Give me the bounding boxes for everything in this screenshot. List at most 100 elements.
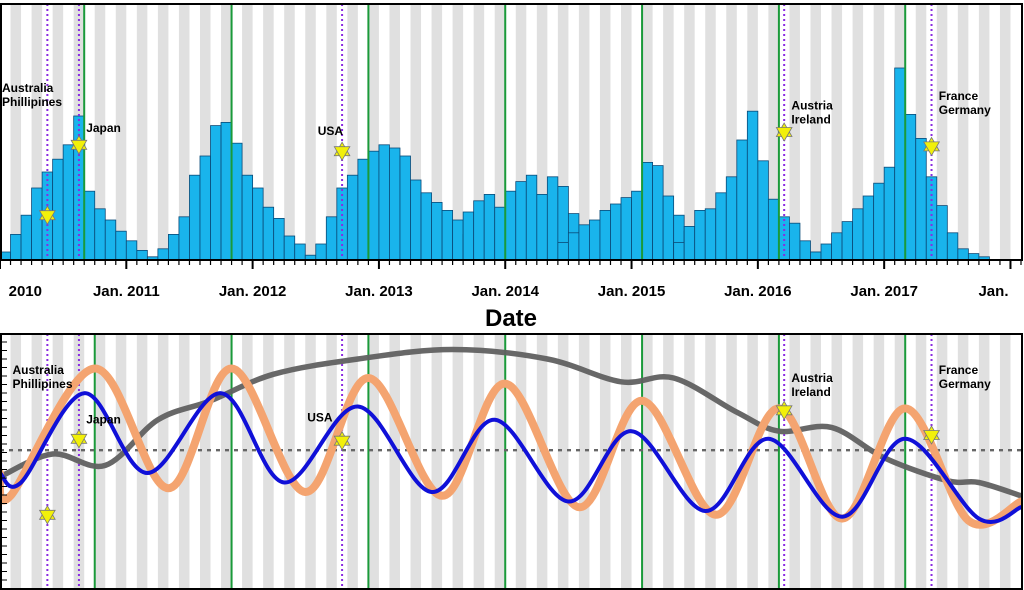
histogram-bar xyxy=(368,150,380,261)
top-stars xyxy=(38,122,941,225)
histogram-bar xyxy=(641,161,653,261)
annotation-line: Germany xyxy=(939,103,991,117)
country-annotation: Australia Phillipines xyxy=(2,81,62,109)
star-marker xyxy=(38,210,56,225)
x-axis-label: Date xyxy=(485,305,537,332)
histogram-bar xyxy=(767,198,780,261)
shade-band xyxy=(10,4,22,260)
top-vertical-lines xyxy=(46,4,933,260)
x-tick-label: Jan. 2015 xyxy=(598,283,666,300)
top-x-ticks: 2010 Jan. 2011 Jan. 2012 Jan. 2013 Jan. 2014… xyxy=(0,260,1022,300)
histogram-bar xyxy=(20,214,32,261)
histogram-bar xyxy=(662,195,675,261)
shade-band xyxy=(368,4,379,260)
shade-band xyxy=(599,4,611,260)
histogram-bar xyxy=(841,221,853,261)
shade-band xyxy=(494,4,506,260)
shade-band xyxy=(473,334,485,589)
country-annotation: Australia Phillipines xyxy=(13,363,73,391)
shade-band xyxy=(642,334,653,589)
shade-band xyxy=(452,4,464,260)
x-tick-label: Jan. 2011 xyxy=(93,283,160,300)
histogram-bar xyxy=(136,249,148,261)
histogram-bar xyxy=(525,174,538,261)
histogram-bar xyxy=(504,190,517,261)
histogram-bar xyxy=(536,193,548,261)
histogram-bar xyxy=(241,174,254,261)
shade-band xyxy=(621,4,632,260)
star-marker xyxy=(775,405,793,421)
shade-band xyxy=(31,4,43,260)
histogram-bar xyxy=(546,176,559,261)
histogram-bar xyxy=(820,243,832,261)
shade-band xyxy=(136,4,148,260)
histogram-bar xyxy=(873,182,885,261)
shade-band xyxy=(431,4,443,260)
histogram-bar xyxy=(410,179,422,261)
x-tick-label: Jan. 2014 xyxy=(471,283,539,300)
histogram-bar xyxy=(494,206,506,261)
country-annotation: France Germany xyxy=(939,363,991,391)
annotation-line: France xyxy=(939,363,979,377)
histogram-bar xyxy=(757,160,769,261)
histogram-bar xyxy=(557,241,569,261)
bottom-stars xyxy=(38,400,941,525)
histogram-bar xyxy=(452,219,464,261)
histogram-bar xyxy=(325,216,338,261)
bottom-vertical-lines xyxy=(46,334,933,589)
annotation-line: Phillipines xyxy=(2,95,62,109)
histogram-bar xyxy=(431,201,443,261)
shade-band xyxy=(684,4,695,260)
shade-band xyxy=(915,334,927,589)
shade-band xyxy=(852,4,864,260)
shade-band xyxy=(705,334,716,589)
shade-band xyxy=(515,334,527,589)
histogram-bar xyxy=(273,217,285,261)
shade-band xyxy=(789,4,800,260)
shade-band xyxy=(473,4,485,260)
histogram-bar xyxy=(694,209,706,261)
histogram-bar xyxy=(620,197,632,261)
shade-band xyxy=(305,4,316,260)
shade-band xyxy=(726,4,737,260)
shade-band xyxy=(810,4,822,260)
histogram-bar xyxy=(778,216,790,261)
shade-band xyxy=(326,4,337,260)
x-tick-label: Jan. 2013 xyxy=(345,283,413,300)
country-annotation: Austria Ireland xyxy=(791,371,833,399)
histogram-bar xyxy=(125,240,138,261)
histogram-bar xyxy=(673,241,685,261)
shade-band xyxy=(199,334,211,589)
histogram-bar xyxy=(52,158,64,261)
shade-band xyxy=(410,4,422,260)
histogram-bar xyxy=(189,174,201,261)
annotation-line: France xyxy=(939,89,979,103)
shade-band xyxy=(957,334,969,589)
shade-band xyxy=(199,4,211,260)
shade-band xyxy=(326,334,337,589)
histogram-bar xyxy=(346,174,359,261)
histogram-bar xyxy=(83,190,96,261)
shade-band xyxy=(52,4,64,260)
histogram-bar xyxy=(599,209,611,261)
shade-band xyxy=(536,4,548,260)
country-annotation: Austria Ireland xyxy=(791,99,833,127)
star-marker xyxy=(70,433,88,449)
shade-band xyxy=(347,4,358,260)
blue-curve xyxy=(0,391,1021,524)
bottom-annotations: Australia Phillipines Japan USA Austria Irela… xyxy=(13,363,992,426)
shade-band xyxy=(452,334,464,589)
histogram-bar xyxy=(957,248,969,261)
histogram-bar xyxy=(357,158,369,261)
histogram-bar xyxy=(210,125,222,261)
shade-band xyxy=(263,4,274,260)
histogram-bar xyxy=(252,187,264,261)
histogram-bar xyxy=(831,232,843,261)
shade-band xyxy=(999,4,1011,260)
country-annotation: Japan xyxy=(86,413,121,427)
star-marker xyxy=(70,139,88,155)
shade-band xyxy=(999,334,1011,589)
histogram-bar xyxy=(10,233,22,261)
histogram-bar xyxy=(862,195,875,261)
star-marker xyxy=(333,435,351,451)
